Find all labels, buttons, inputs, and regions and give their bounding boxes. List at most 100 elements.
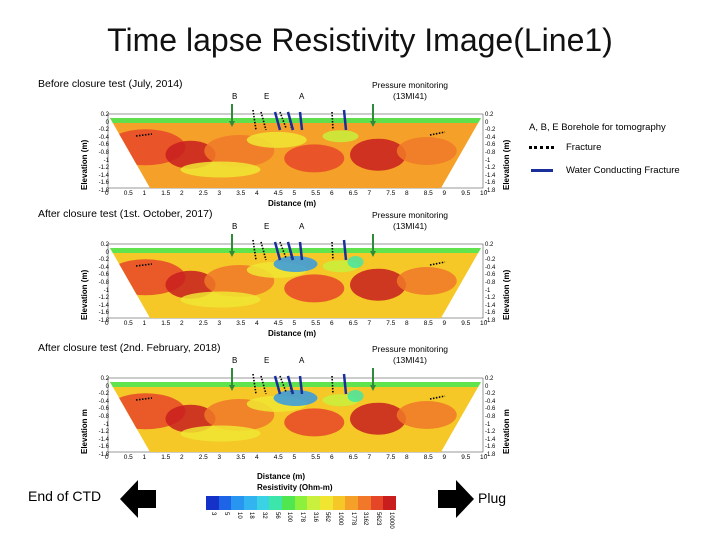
plug-label: Plug [478, 490, 507, 506]
x-tick-label: 3 [217, 320, 222, 327]
x-tick-label: 0.5 [123, 320, 133, 327]
y-tick-label: -1.4 [485, 172, 496, 179]
slide-title: Time lapse Resistivity Image(Line1) [107, 22, 613, 58]
x-tick-label: 0 [105, 454, 109, 461]
borehole-label-b: B [232, 356, 238, 365]
colorbar-label: 5 [223, 512, 229, 516]
panel-caption: After closure test (1st. October, 2017) [38, 208, 213, 220]
colorbar-title: Resistivity (Ohm-m) [257, 483, 333, 492]
y-tick-label: -1.8 [485, 317, 496, 324]
y-tick-label: -0.6 [485, 406, 496, 413]
colorbar-cell [244, 496, 258, 510]
borehole-label-a: A [299, 222, 305, 231]
x-tick-label: 2.5 [198, 454, 208, 461]
y-tick-label: 0 [105, 383, 109, 390]
x-tick-label: 1 [142, 190, 147, 197]
colorbar-label: 5623 [375, 512, 381, 526]
x-tick-label: 2 [180, 320, 184, 327]
resistivity-section [107, 113, 484, 189]
y-tick-label: -1.8 [485, 187, 496, 194]
x-tick-label: 8 [405, 454, 409, 461]
y-tick-label: -0.2 [98, 391, 109, 398]
y-tick-label: -0.4 [98, 264, 109, 271]
y-tick-label: -0.2 [485, 257, 496, 264]
borehole-label-a: A [299, 356, 305, 365]
y-tick-label: -0.2 [98, 257, 109, 264]
y-tick-label: -0.8 [98, 149, 109, 156]
next-arrow-icon[interactable] [438, 478, 476, 520]
x-tick-label: 6 [330, 454, 334, 461]
x-tick-label: 0.5 [123, 454, 133, 461]
x-tick-label: 2.5 [198, 320, 208, 327]
resistivity-colorbar: 3 5 10 18 32 56 100 178 316 562 1000 1778 3162 5623 10… [206, 496, 397, 540]
colorbar-cell [358, 496, 372, 510]
colorbar-cell [206, 496, 220, 510]
x-tick-label: 8.5 [423, 190, 433, 197]
y-tick-label: -1 [103, 157, 109, 164]
back-arrow-icon[interactable] [120, 478, 158, 520]
y-tick-label: -0.6 [485, 142, 496, 149]
y-ticks-right: 0.2 0 -0.2 -0.4 -0.6 -0.8 -1 -1.2 -1.4 -1.6 -1.8 [485, 112, 495, 196]
y-tick-label: -0.8 [98, 279, 109, 286]
y-tick-label: -1.6 [98, 444, 109, 451]
x-tick-label: 5.5 [311, 190, 321, 197]
colorbar-label: 562 [324, 512, 331, 523]
colorbar-label: 56 [273, 512, 280, 519]
y-tick-label: 0.2 [485, 376, 494, 382]
y-tick-label: -1.6 [98, 310, 109, 317]
borehole-label-e: E [264, 222, 270, 231]
colorbar-cell [256, 496, 270, 510]
y-tick-label: -0.8 [98, 413, 109, 420]
x-tick-label: 3 [217, 190, 222, 197]
y-ticks-right: 0.2 0 -0.2 -0.4 -0.6 -0.8 -1 -1.2 -1.4 -1.6 -1.8 [485, 242, 495, 326]
x-tick-label: 8.5 [423, 454, 433, 461]
y-tick-label: 0 [485, 119, 489, 126]
y-tick-label: -1.8 [485, 451, 496, 458]
x-tick-label: 1.5 [161, 320, 171, 327]
y-tick-label: 0.2 [485, 112, 494, 118]
pressure-monitoring-text: Pressure monitoring [371, 80, 449, 90]
y-ticks-left: 0.2 0 -0.2 -0.4 -0.6 -0.8 -1 -1.2 -1.4 -1.6 -1.8 [95, 376, 109, 460]
y-tick-label: 0 [485, 249, 489, 256]
colorbar-label: 10 [235, 512, 242, 519]
y-tick-label: -1.2 [98, 165, 109, 172]
y-tick-label: 0.2 [100, 112, 109, 118]
x-tick-label: 2 [180, 454, 184, 461]
y-tick-label: 0.2 [485, 242, 494, 248]
x-tick-label: 5.5 [311, 320, 321, 327]
y-tick-label: -0.4 [485, 398, 496, 405]
y-tick-label: -1.4 [98, 436, 109, 443]
panel-caption: After closure test (2nd. February, 2018) [38, 342, 221, 354]
borehole-label-e: E [264, 356, 270, 365]
colorbar-label: 32 [261, 512, 267, 519]
y-tick-label: -0.4 [98, 398, 109, 405]
y-tick-label: 0 [105, 119, 109, 126]
x-tick-label: 6.5 [348, 320, 358, 327]
colorbar-cell [307, 496, 321, 510]
y-tick-label: -1.8 [98, 187, 109, 194]
pressure-monitoring-label: Pressure monitoring (13MI41) [365, 80, 455, 102]
x-tick-label: 1.5 [161, 454, 171, 461]
colorbar-x-label: Distance (m) [257, 472, 306, 481]
y-tick-label: -0.2 [485, 391, 496, 398]
colorbar-label: 316 [311, 512, 318, 523]
y-tick-label: -1.4 [98, 172, 109, 179]
colorbar-label: 10000 [387, 512, 394, 529]
x-tick-label: 0 [105, 320, 109, 327]
colorbar-cell [345, 496, 359, 510]
x-tick-label: 8.5 [423, 320, 433, 327]
x-tick-label: 5.5 [311, 454, 321, 461]
y-tick-label: -1.2 [485, 295, 496, 302]
x-tick-label: 7.5 [386, 454, 396, 461]
y-tick-label: -0.4 [485, 264, 496, 271]
x-tick-label: 3.5 [236, 454, 246, 461]
y-tick-label: 0 [105, 249, 109, 256]
y-tick-label: 0 [485, 383, 489, 390]
y-ticks-left: 0.2 0 -0.2 -0.4 -0.6 -0.8 -1 -1.2 -1.4 -1.6 -1.8 [95, 242, 109, 326]
y-tick-label: -0.8 [485, 149, 496, 156]
x-tick-label: 4.5 [273, 454, 283, 461]
y-tick-label: -1.2 [485, 165, 496, 172]
y-tick-label: -0.2 [485, 127, 496, 134]
y-tick-label: -1 [103, 287, 109, 294]
x-tick-label: 3.5 [236, 320, 246, 327]
